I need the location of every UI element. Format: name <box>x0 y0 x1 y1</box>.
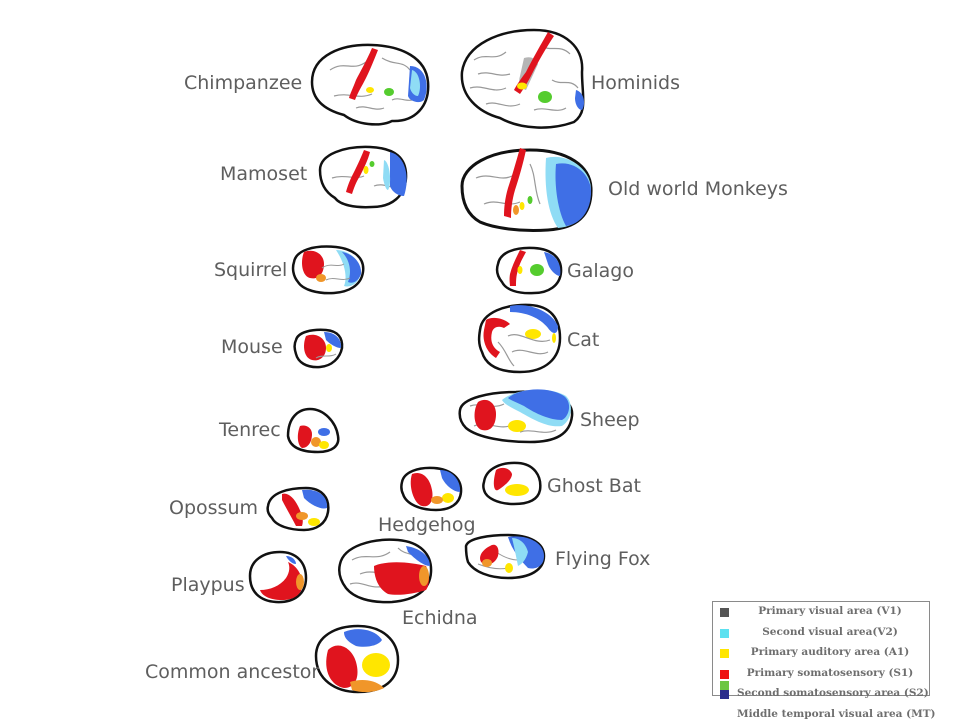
brain-opossum <box>266 486 330 532</box>
brain-ghost-bat <box>482 461 542 506</box>
legend-swatch <box>720 670 729 679</box>
brain-flying-fox <box>464 533 546 580</box>
brain-mamoset <box>318 145 408 209</box>
legend-item: Primary auditory area (A1) <box>713 643 929 663</box>
label-hominids: Hominids <box>591 72 680 94</box>
brain-old-world-monkeys <box>460 148 593 232</box>
brain-platypus <box>248 550 308 604</box>
legend-label: Middle temporal visual area (MT) <box>737 708 936 720</box>
legend-item: Second somatosensory area (S2) <box>713 684 929 704</box>
label-opossum: Opossum <box>169 497 258 519</box>
legend-label: Primary visual area (V1) <box>758 605 902 617</box>
legend-item: Primary visual area (V1) <box>713 602 929 622</box>
legend-swatch <box>720 690 729 699</box>
label-old-world-monkeys: Old world Monkeys <box>608 178 788 200</box>
legend-label: Primary somatosensory (S1) <box>746 667 914 679</box>
brain-squirrel <box>291 245 365 295</box>
legend-label: Primary auditory area (A1) <box>750 646 910 658</box>
label-ghost-bat: Ghost Bat <box>547 475 641 497</box>
brain-echidna <box>338 538 433 604</box>
legend-swatch <box>720 608 729 617</box>
label-mouse: Mouse <box>221 336 283 358</box>
label-hedgehog: Hedgehog <box>378 514 476 536</box>
label-common-ancestor: Common ancestor <box>145 661 320 683</box>
legend-label: Second visual area(V2) <box>762 626 898 638</box>
legend-item: Second visual area(V2) <box>713 623 929 643</box>
brain-hominids <box>460 28 585 129</box>
label-cat: Cat <box>567 329 600 351</box>
brain-hedgehog <box>400 466 463 512</box>
legend: Primary visual area (V1) Second visual a… <box>712 601 936 720</box>
label-squirrel: Squirrel <box>214 259 288 281</box>
brain-galago <box>495 246 563 295</box>
label-sheep: Sheep <box>580 409 640 431</box>
label-echidna: Echidna <box>402 607 478 629</box>
brain-sheep <box>458 389 574 444</box>
brain-cat <box>477 303 562 374</box>
legend-swatch-mt <box>720 681 729 690</box>
label-platypus: Playpus <box>171 574 245 596</box>
label-tenrec: Tenrec <box>219 419 281 441</box>
legend-item: Primary somatosensory (S1) <box>713 664 929 684</box>
label-mamoset: Mamoset <box>220 163 308 185</box>
brain-common-ancestor <box>314 624 400 694</box>
legend-label: Second somatosensory area (S2) <box>737 687 929 699</box>
label-galago: Galago <box>567 260 634 282</box>
brain-tenrec <box>286 407 340 454</box>
brain-chimpanzee <box>310 43 430 126</box>
legend-item: Middle temporal visual area (MT) <box>713 705 936 725</box>
label-chimpanzee: Chimpanzee <box>184 72 303 94</box>
brain-mouse <box>293 328 344 369</box>
legend-swatch <box>720 629 729 638</box>
legend-swatch <box>720 649 729 658</box>
label-flying-fox: Flying Fox <box>555 548 651 570</box>
